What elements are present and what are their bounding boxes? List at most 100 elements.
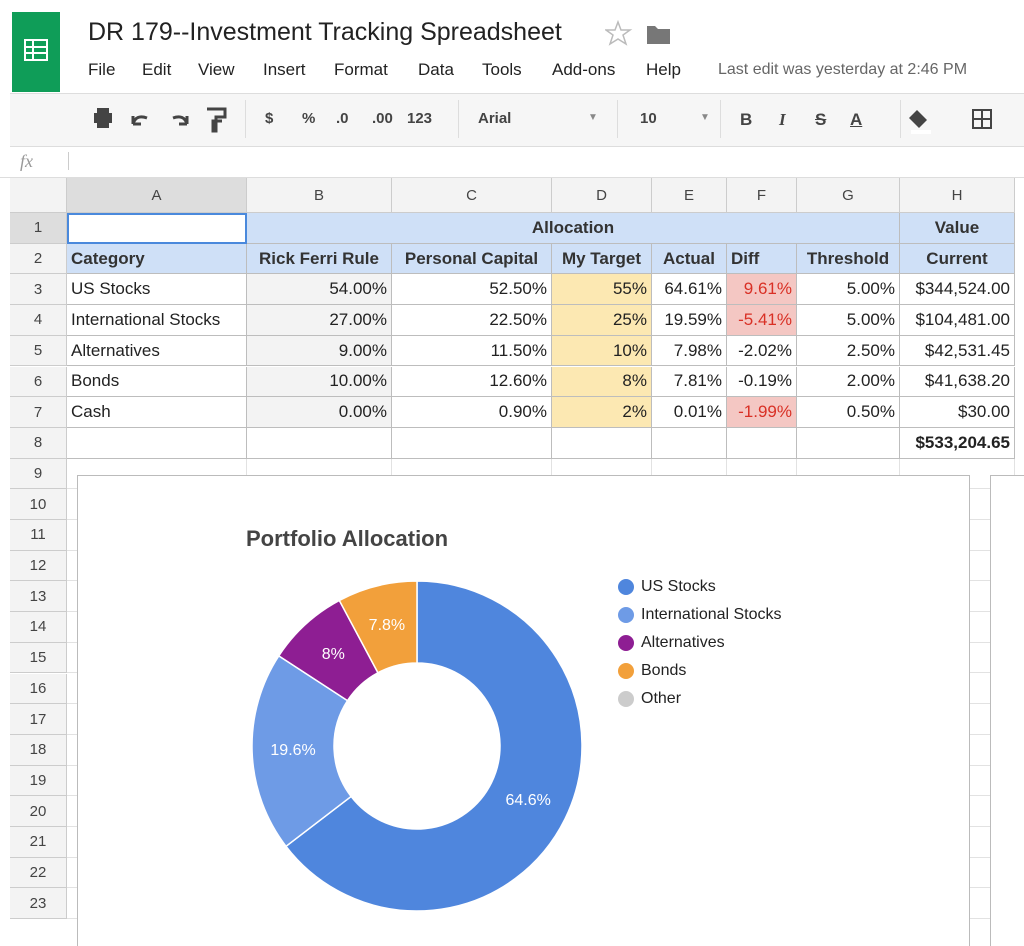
style-button[interactable]: A [850, 110, 863, 129]
cell[interactable]: -1.99% [727, 397, 797, 428]
cell[interactable]: 54.00% [247, 274, 392, 306]
cell[interactable]: 8% [552, 366, 652, 398]
sheets-logo[interactable] [12, 12, 60, 92]
menu-item[interactable]: Tools [482, 60, 522, 79]
cell[interactable]: Alternatives [67, 335, 247, 367]
column-header[interactable]: A [67, 178, 247, 213]
row-header[interactable]: 15 [10, 642, 67, 674]
cell[interactable]: Bonds [67, 366, 247, 398]
menu-item[interactable]: Help [646, 60, 681, 79]
cell[interactable]: -5.41% [727, 305, 797, 336]
cell[interactable]: 0.01% [652, 397, 727, 428]
cell[interactable]: 7.98% [652, 335, 727, 367]
cell[interactable]: $533,204.65 [900, 427, 1015, 459]
cell[interactable]: 27.00% [247, 305, 392, 336]
cell[interactable]: 22.50% [392, 305, 552, 336]
cell[interactable]: 55% [552, 274, 652, 306]
cell[interactable]: $42,531.45 [900, 335, 1015, 367]
cell[interactable]: Actual [652, 243, 727, 275]
column-header[interactable]: D [552, 178, 652, 213]
cell[interactable] [552, 427, 652, 459]
fill-color-icon[interactable] [909, 110, 927, 128]
row-header[interactable]: 21 [10, 827, 67, 858]
format-button[interactable]: 123 [407, 110, 433, 127]
style-button[interactable]: S [815, 110, 827, 129]
format-button[interactable]: .00 [372, 110, 393, 127]
cell[interactable]: My Target [552, 243, 652, 275]
format-button[interactable]: .0 [336, 110, 349, 127]
cell[interactable]: -2.02% [727, 335, 797, 367]
cell[interactable]: Current [900, 243, 1015, 275]
font-size-select[interactable]: 10 [640, 110, 657, 127]
cell[interactable]: 64.61% [652, 274, 727, 306]
cell[interactable]: 10.00% [247, 366, 392, 398]
last-edit[interactable]: Last edit was yesterday at 2:46 PM [718, 61, 968, 78]
cell[interactable]: 0.00% [247, 397, 392, 428]
cell[interactable]: 25% [552, 305, 652, 336]
cell[interactable]: -0.19% [727, 366, 797, 398]
cell[interactable]: $41,638.20 [900, 366, 1015, 398]
row-header[interactable]: 7 [10, 397, 67, 428]
menu-item[interactable]: Edit [142, 60, 172, 79]
row-header[interactable]: 1 [10, 213, 67, 244]
cell[interactable] [67, 213, 247, 244]
cell[interactable]: 0.50% [797, 397, 900, 428]
cell[interactable]: $104,481.00 [900, 305, 1015, 336]
cell[interactable]: $344,524.00 [900, 274, 1015, 306]
row-header[interactable]: 13 [10, 581, 67, 613]
cell[interactable]: 2% [552, 397, 652, 428]
row-header[interactable]: 19 [10, 765, 67, 797]
style-button[interactable]: I [779, 110, 786, 129]
print-icon[interactable] [94, 113, 112, 123]
redo-icon[interactable] [172, 115, 189, 126]
menu-item[interactable]: Format [334, 60, 388, 79]
paint-format-icon[interactable] [207, 107, 227, 133]
star-icon[interactable] [605, 20, 633, 46]
font-select[interactable]: Arial [478, 110, 512, 127]
row-header[interactable]: 11 [10, 520, 67, 551]
row-header[interactable]: 9 [10, 458, 67, 490]
menu-item[interactable]: Add-ons [552, 60, 616, 79]
undo-icon[interactable] [131, 115, 148, 126]
chart-frame-2[interactable] [990, 475, 1024, 946]
format-button[interactable]: $ [265, 110, 274, 127]
cell[interactable]: 7.81% [652, 366, 727, 398]
cell[interactable]: International Stocks [67, 305, 247, 336]
row-header[interactable]: 16 [10, 673, 67, 705]
column-header[interactable]: G [797, 178, 900, 213]
menu-item[interactable]: File [88, 60, 116, 79]
cell[interactable]: 2.50% [797, 335, 900, 367]
column-header[interactable]: C [392, 178, 552, 213]
row-header[interactable]: 20 [10, 796, 67, 827]
cell[interactable]: 52.50% [392, 274, 552, 306]
cell[interactable] [67, 427, 247, 459]
row-header[interactable]: 5 [10, 335, 67, 367]
cell[interactable]: 5.00% [797, 274, 900, 306]
row-header[interactable]: 23 [10, 888, 67, 920]
cell[interactable]: 10% [552, 335, 652, 367]
cell[interactable] [392, 427, 552, 459]
cell[interactable]: Value [900, 213, 1015, 244]
cell[interactable]: 2.00% [797, 366, 900, 398]
row-header[interactable]: 6 [10, 366, 67, 398]
cell[interactable]: 9.61% [727, 274, 797, 306]
cell[interactable]: 9.00% [247, 335, 392, 367]
column-header[interactable]: F [727, 178, 797, 213]
cell[interactable]: 19.59% [652, 305, 727, 336]
cell[interactable]: Allocation [247, 213, 900, 244]
cell[interactable]: $30.00 [900, 397, 1015, 428]
cell[interactable]: Cash [67, 397, 247, 428]
row-header[interactable]: 4 [10, 305, 67, 336]
cell[interactable] [247, 427, 392, 459]
formula-bar[interactable] [0, 146, 1024, 178]
style-button[interactable]: B [740, 110, 753, 129]
row-header[interactable]: 18 [10, 734, 67, 766]
cell[interactable]: US Stocks [67, 274, 247, 306]
cell[interactable]: Personal Capital [392, 243, 552, 275]
cell[interactable]: Rick Ferri Rule [247, 243, 392, 275]
cell[interactable]: 11.50% [392, 335, 552, 367]
cell[interactable]: 0.90% [392, 397, 552, 428]
menu-item[interactable]: Insert [263, 60, 306, 79]
cell[interactable] [652, 427, 727, 459]
doc-title[interactable]: DR 179--Investment Tracking Spreadsheet [88, 18, 562, 46]
